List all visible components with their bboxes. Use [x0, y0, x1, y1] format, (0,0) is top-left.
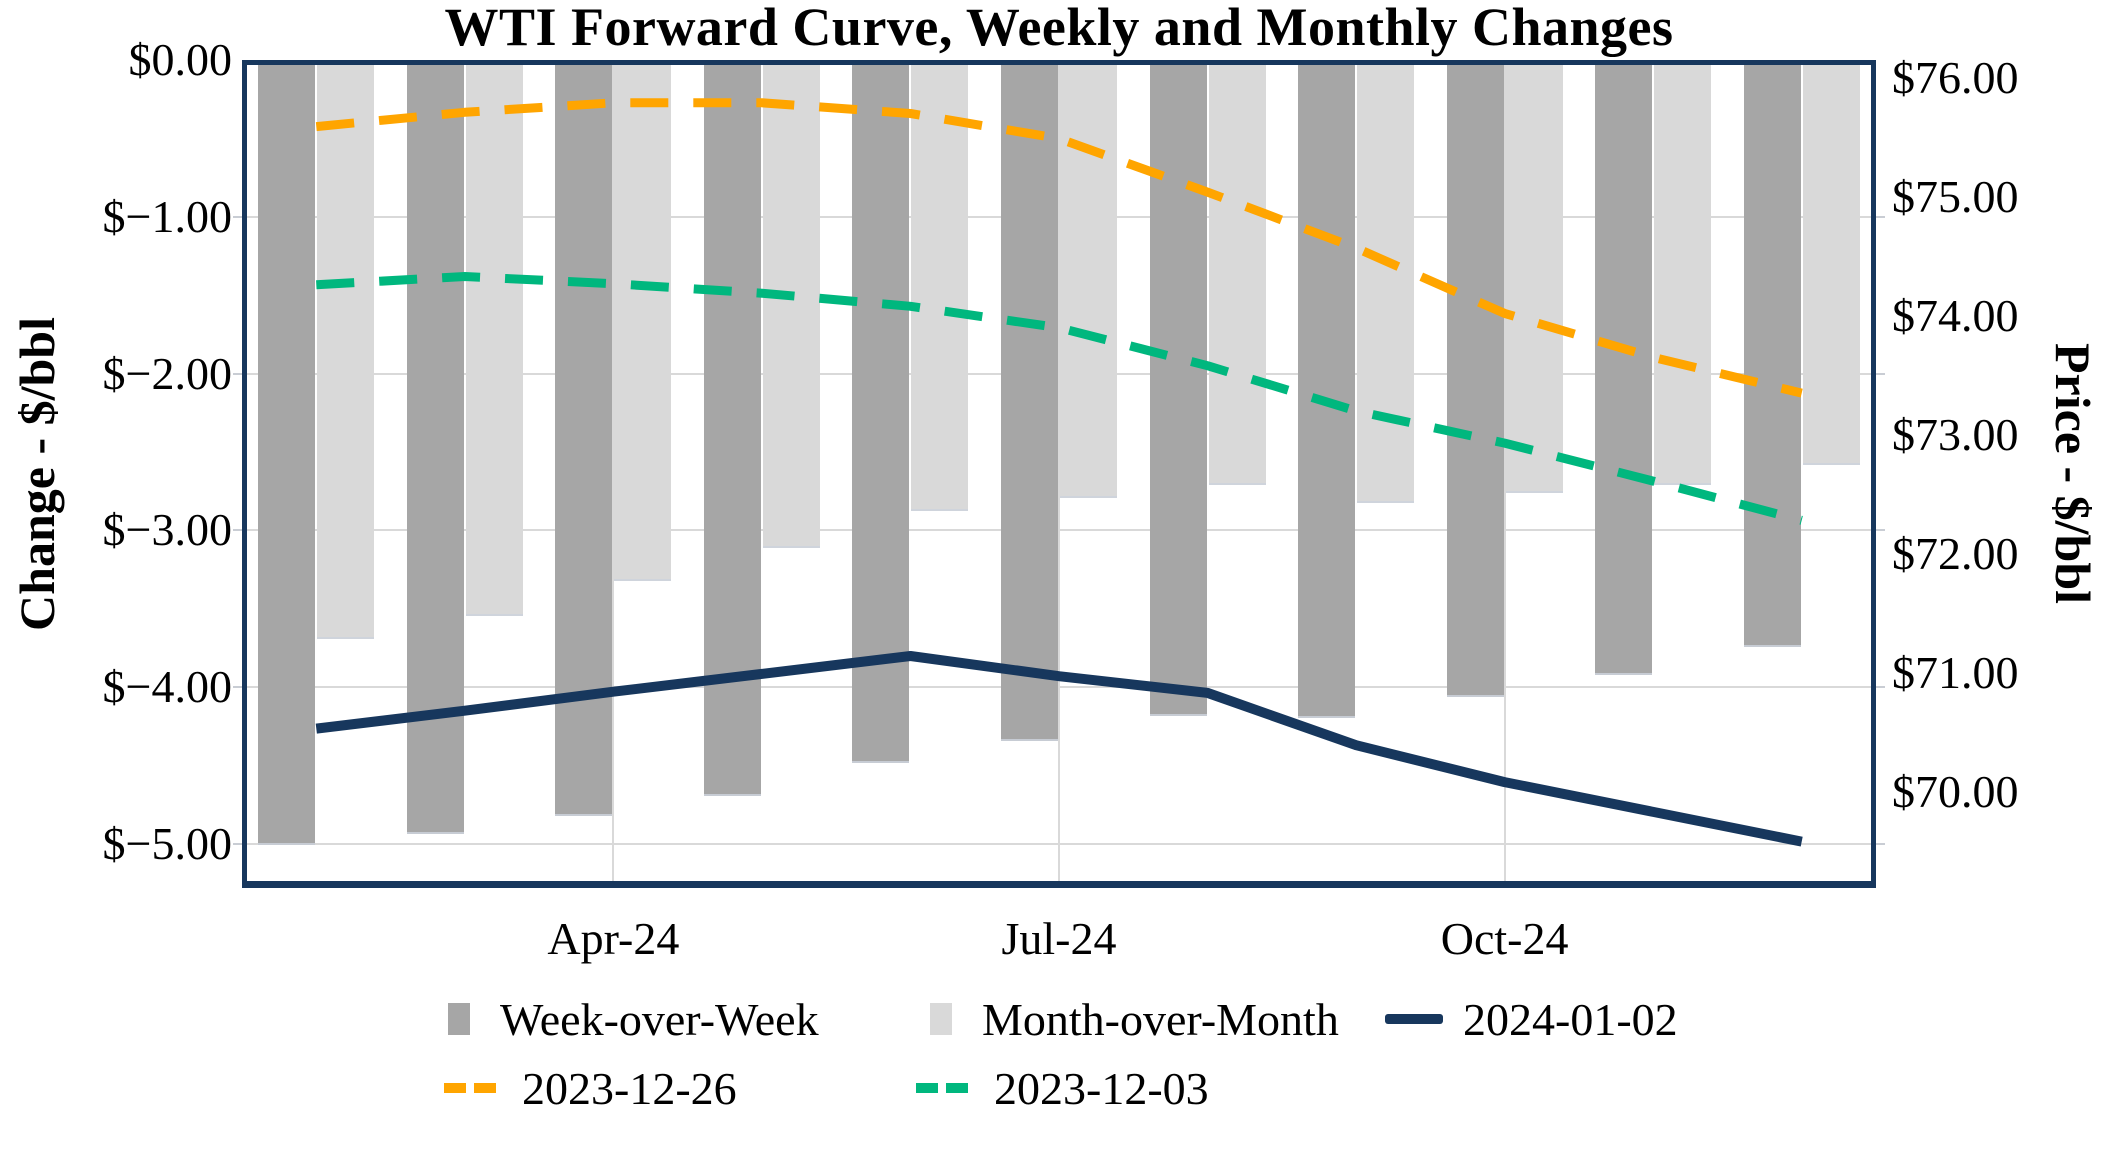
legend-label: 2023-12-26 [522, 1062, 737, 1114]
wow-bar [1298, 60, 1356, 718]
mom-bar [1654, 60, 1712, 486]
wow-bar [1595, 60, 1653, 676]
mom-bar [762, 60, 820, 549]
chart-title: WTI Forward Curve, Weekly and Monthly Ch… [444, 0, 1674, 57]
horizontal-gridline [242, 215, 1876, 218]
x-axis-tick-label: Oct-24 [1440, 913, 1569, 964]
right-axis-title: Price - $/bbl [2045, 343, 2101, 605]
wow-bar [1743, 60, 1801, 647]
legend-item-2024-01-02: 2024-01-02 [1385, 992, 1678, 1046]
legend-line-swatch [1385, 1014, 1443, 1024]
mom-bar [614, 60, 672, 582]
mom-bar [1357, 60, 1415, 503]
right-axis-tick-label: $75.00 [1892, 170, 2019, 222]
axis-tick-mark [233, 843, 243, 846]
wow-bar [1149, 60, 1207, 716]
legend-dash-segment [916, 1083, 938, 1093]
mom-bar [1208, 60, 1266, 486]
legend-label: 2023-12-03 [994, 1062, 1209, 1114]
legend-label: Month-over-Month [982, 993, 1339, 1045]
mom-bar [911, 60, 969, 511]
mom-bar [1802, 60, 1860, 466]
line-series-2023-12-03 [316, 272, 1803, 525]
horizontal-gridline [242, 529, 1876, 532]
left-axis-tick-label: $−2.00 [102, 347, 232, 399]
axis-tick-mark [233, 686, 243, 689]
vertical-gridline [1058, 60, 1060, 888]
axis-tick-mark [1875, 215, 1885, 218]
vertical-gridline [1503, 60, 1506, 888]
legend-item-2023-12-03: 2023-12-03 [916, 1061, 1209, 1115]
mom-bar [1505, 60, 1563, 494]
axis-tick-mark [233, 372, 243, 375]
axis-tick-mark [233, 215, 243, 218]
line-series-2023-12-26 [315, 98, 1803, 398]
left-axis-tick-label: $−3.00 [102, 504, 232, 556]
mom-bar [465, 60, 523, 616]
x-axis-tick-label: Apr-24 [547, 913, 680, 964]
wow-bar [852, 60, 910, 763]
legend-dash-segment [946, 1083, 968, 1093]
legend-label: Week-over-Week [500, 993, 819, 1045]
right-axis-tick-label: $76.00 [1892, 51, 2019, 103]
left-axis-tick-label: $0.00 [128, 34, 233, 85]
left-axis-title: Change - $/bbl [9, 317, 65, 631]
wow-bar [1446, 60, 1504, 698]
plot-area [242, 60, 1876, 888]
legend-item-Month-over-Month: Month-over-Month [930, 992, 1339, 1046]
left-axis-tick-label: $−5.00 [102, 818, 232, 870]
legend-dash-swatch [916, 1083, 976, 1093]
legend-item-2023-12-26: 2023-12-26 [444, 1061, 737, 1115]
horizontal-gridline [242, 372, 1876, 375]
axis-tick-mark [1875, 372, 1885, 375]
legend-dash-segment [474, 1083, 496, 1093]
wow-bar [1001, 60, 1058, 742]
right-axis-tick-label: $74.00 [1892, 289, 2019, 341]
mom-bar [317, 60, 375, 640]
wow-bar [258, 60, 316, 845]
legend-dash-swatch [444, 1083, 504, 1093]
left-axis-tick-label: $−1.00 [102, 190, 232, 242]
line-series-layer [315, 98, 1803, 847]
vertical-gridline [612, 60, 615, 888]
mom-bar [1060, 60, 1117, 498]
legend-item-Week-over-Week: Week-over-Week [448, 992, 819, 1046]
right-axis-tick-label: $73.00 [1892, 408, 2019, 460]
legend-bar-swatch [448, 1003, 470, 1035]
horizontal-gridline [242, 686, 1876, 689]
legend-dash-segment [444, 1083, 466, 1093]
axis-tick-mark [1875, 529, 1885, 532]
legend-bar-swatch [930, 1003, 952, 1035]
right-axis-tick-label: $71.00 [1892, 646, 2019, 698]
x-axis-tick-label: Jul-24 [1001, 913, 1117, 964]
wow-bar [406, 60, 464, 834]
legend-label: 2024-01-02 [1463, 993, 1678, 1045]
axis-tick-mark [1875, 843, 1885, 846]
line-series-2024-01-02 [315, 651, 1803, 847]
right-axis-tick-label: $70.00 [1892, 765, 2019, 817]
left-axis-tick-label: $−4.00 [102, 661, 232, 713]
horizontal-gridline [242, 843, 1876, 846]
axis-tick-mark [233, 529, 243, 532]
right-axis-tick-label: $72.00 [1892, 527, 2019, 579]
axis-tick-mark [1875, 686, 1885, 689]
